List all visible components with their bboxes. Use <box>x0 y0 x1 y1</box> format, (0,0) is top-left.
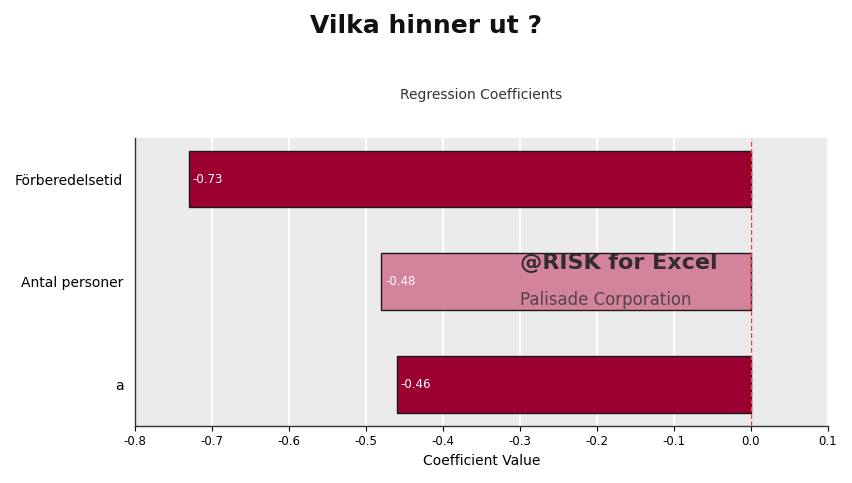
Text: Palisade Corporation: Palisade Corporation <box>520 291 691 309</box>
Text: @RISK for Excel: @RISK for Excel <box>520 253 717 273</box>
Text: -0.73: -0.73 <box>193 172 223 185</box>
Title: Regression Coefficients: Regression Coefficients <box>400 88 562 102</box>
Bar <box>189 151 751 207</box>
Text: -0.48: -0.48 <box>385 275 416 288</box>
X-axis label: Coefficient Value: Coefficient Value <box>423 454 540 468</box>
Text: Vilka hinner ut ?: Vilka hinner ut ? <box>310 14 542 39</box>
Bar <box>382 254 751 310</box>
Text: -0.46: -0.46 <box>400 378 431 391</box>
Bar <box>397 356 751 412</box>
